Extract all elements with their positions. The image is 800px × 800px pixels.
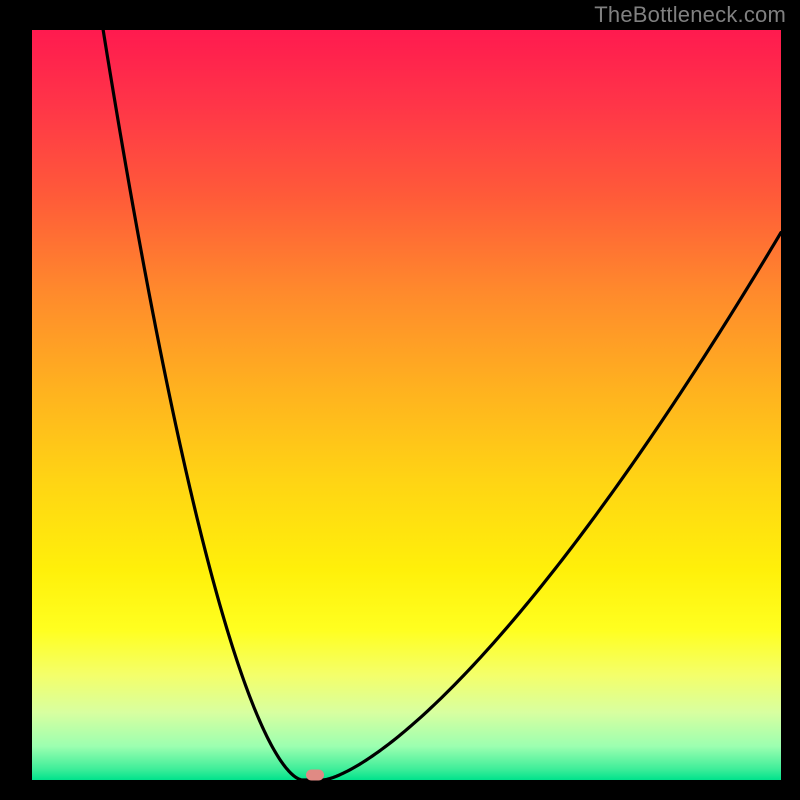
bottleneck-curve bbox=[32, 30, 781, 780]
watermark-text: TheBottleneck.com bbox=[594, 2, 786, 28]
plot-area bbox=[32, 30, 781, 780]
chart-root: TheBottleneck.com bbox=[0, 0, 800, 800]
gradient-background bbox=[32, 30, 781, 780]
valley-marker bbox=[306, 770, 324, 781]
